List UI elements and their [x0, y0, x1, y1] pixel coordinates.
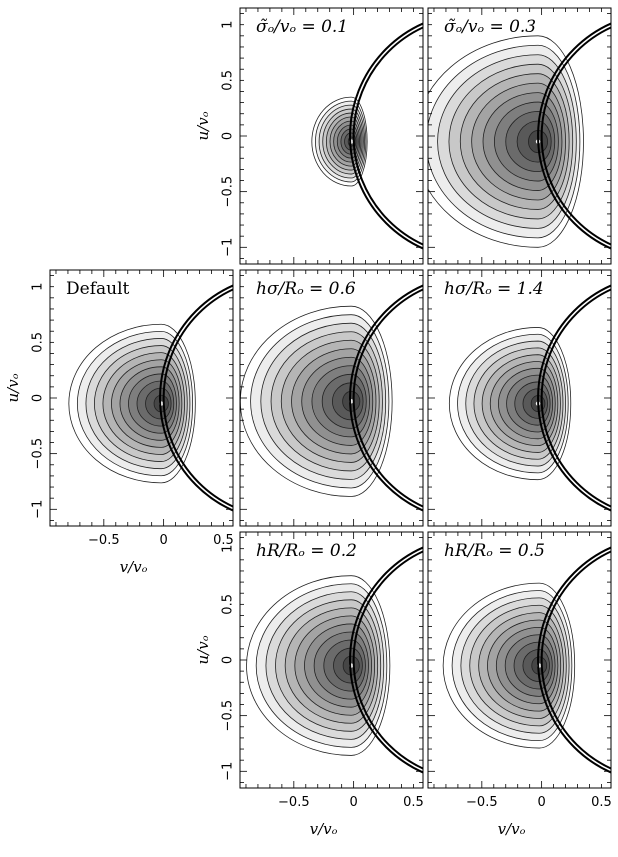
orbit-circle-1: [352, 26, 423, 246]
panel-2: σ̃ₒ/vₒ = 0.3: [427, 7, 612, 265]
y-tick-label: 0: [31, 394, 46, 402]
y-tick-label: −1: [31, 500, 46, 519]
orbit-circle-2: [349, 546, 423, 774]
panel-label: hσ/Rₒ = 1.4: [444, 279, 544, 299]
y-tick-label: 0: [221, 132, 236, 140]
panel-label: σ̃ₒ/vₒ = 0.1: [256, 17, 348, 37]
orbit-circle-1: [540, 550, 611, 770]
panel-1: −1 −0.5 0 0.5 1 u/vₒ σ̃ₒ/vₒ = 0.1: [194, 7, 424, 265]
y-tick-label: 0.5: [31, 332, 46, 353]
x-axis-label-bottom: v/vₒ: [498, 820, 526, 838]
ticks: [428, 8, 611, 264]
orbit-circle-2: [159, 284, 233, 512]
orbit-circle-1: [540, 26, 611, 246]
ticks: [428, 532, 611, 788]
orbit-circle-2: [349, 284, 423, 512]
x-tick-label: 0: [349, 795, 357, 810]
y-tick-label: −0.5: [31, 438, 46, 470]
y-tick-label: −1: [221, 238, 236, 257]
x-tick-label: −0.5: [278, 795, 310, 810]
y-tick-label: 0.5: [221, 70, 236, 91]
x-tick-label: 0.5: [591, 795, 612, 810]
x-axis-label-bottom: v/vₒ: [310, 820, 338, 838]
plot-area: [449, 284, 611, 512]
panel-label: hσ/Rₒ = 0.6: [256, 279, 356, 299]
orbit-circle-1: [352, 550, 423, 770]
y-axis-label: u/vₒ: [4, 373, 22, 402]
y-tick-label: −1: [221, 762, 236, 781]
ticks: [50, 270, 233, 526]
ticks: [240, 270, 423, 526]
orbit-circle-2: [537, 546, 611, 774]
y-tick-label: 0.5: [221, 594, 236, 615]
panel-7: −0.5 0 0.5 hR/Rₒ = 0.5: [427, 531, 612, 810]
panel-label: σ̃ₒ/vₒ = 0.3: [444, 17, 536, 37]
panel-label: hR/Rₒ = 0.5: [444, 541, 545, 561]
panel-label: hR/Rₒ = 0.2: [256, 541, 357, 561]
x-axis-label: v/vₒ: [120, 558, 148, 576]
panel-5: hσ/Rₒ = 1.4: [427, 269, 612, 527]
y-tick-label: −0.5: [221, 176, 236, 208]
y-tick-label: −0.5: [221, 700, 236, 732]
plot-area: [246, 546, 423, 774]
y-tick-label: 0: [221, 656, 236, 664]
orbit-circle-1: [540, 288, 611, 508]
y-axis-label: u/vₒ: [194, 635, 212, 664]
x-tick-label: −0.5: [466, 795, 498, 810]
orbit-circle-1: [352, 288, 423, 508]
plot-area: [68, 284, 233, 512]
y-tick-label: 1: [31, 283, 46, 291]
orbit-circle-2: [537, 284, 611, 512]
plot-area: [428, 22, 611, 250]
plot-area: [240, 284, 423, 512]
x-tick-label: 0: [537, 795, 545, 810]
plot-area: [442, 546, 611, 774]
y-tick-label: 1: [221, 545, 236, 553]
panel-4: hσ/Rₒ = 0.6: [239, 269, 424, 527]
x-tick-label: 0.5: [213, 533, 234, 548]
orbit-circle-1: [162, 288, 233, 508]
x-tick-label: −0.5: [88, 533, 120, 548]
panel-label: Default: [66, 279, 130, 299]
y-tick-label: 1: [221, 21, 236, 29]
y-axis-label: u/vₒ: [194, 111, 212, 140]
orbit-circle-2: [349, 22, 423, 250]
orbit-circle-2: [537, 22, 611, 250]
x-tick-label: 0: [159, 533, 167, 548]
plot-area: [311, 22, 423, 250]
ticks: [428, 270, 611, 526]
x-tick-label: 0.5: [403, 795, 424, 810]
ticks: [240, 532, 423, 788]
ticks: [240, 8, 423, 264]
